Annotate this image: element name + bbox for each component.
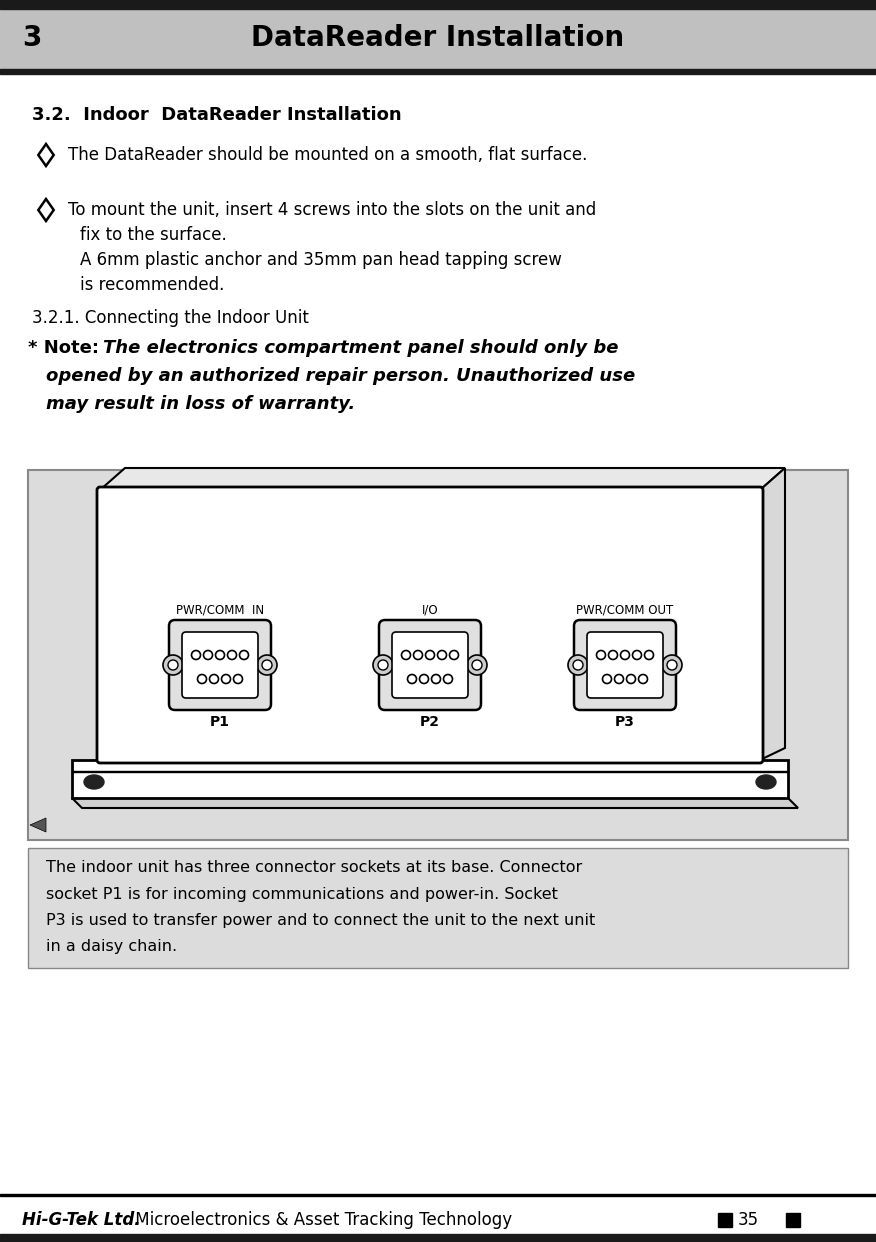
Circle shape [573,660,583,669]
Polygon shape [39,199,53,221]
Text: P3: P3 [615,715,635,729]
Text: opened by an authorized repair person. Unauthorized use: opened by an authorized repair person. U… [46,366,635,385]
Circle shape [168,660,178,669]
Circle shape [215,651,224,660]
Bar [28,469,848,840]
Circle shape [407,674,416,683]
Text: The electronics compartment panel should only be: The electronics compartment panel should… [103,339,618,356]
Text: fix to the surface.: fix to the surface. [80,226,227,243]
Bar [28,848,848,968]
Circle shape [632,651,641,660]
Polygon shape [39,144,53,166]
Circle shape [257,655,277,674]
Text: in a daisy chain.: in a daisy chain. [46,939,177,954]
Circle shape [662,655,682,674]
Circle shape [222,674,230,683]
Text: P2: P2 [420,715,440,729]
Circle shape [432,674,441,683]
Text: 3.2.  Indoor  DataReader Installation: 3.2. Indoor DataReader Installation [32,106,401,124]
Circle shape [192,651,201,660]
Circle shape [209,674,218,683]
Ellipse shape [756,775,776,789]
Text: P3 is used to transfer power and to connect the unit to the next unit: P3 is used to transfer power and to conn… [46,913,596,928]
Circle shape [378,660,388,669]
Text: A 6mm plastic anchor and 35mm pan head tapping screw: A 6mm plastic anchor and 35mm pan head t… [80,251,562,270]
Text: may result in loss of warranty.: may result in loss of warranty. [46,395,356,414]
Circle shape [401,651,411,660]
Text: DataReader Installation: DataReader Installation [251,24,625,52]
FancyBboxPatch shape [169,620,271,710]
Text: * Note:: * Note: [28,339,99,356]
Circle shape [373,655,393,674]
Text: The indoor unit has three connector sockets at its base. Connector: The indoor unit has three connector sock… [46,861,583,876]
Bar [718,1213,732,1227]
Circle shape [413,651,422,660]
FancyBboxPatch shape [97,487,763,763]
Text: The DataReader should be mounted on a smooth, flat surface.: The DataReader should be mounted on a sm… [68,147,588,164]
Text: is recommended.: is recommended. [80,276,224,294]
Circle shape [437,651,447,660]
Ellipse shape [84,775,104,789]
Text: P1: P1 [210,715,230,729]
Circle shape [603,674,611,683]
Circle shape [197,674,207,683]
Circle shape [163,655,183,674]
Circle shape [597,651,605,660]
FancyBboxPatch shape [392,632,468,698]
Circle shape [449,651,458,660]
Text: To mount the unit, insert 4 screws into the slots on the unit and: To mount the unit, insert 4 screws into … [68,201,597,219]
Polygon shape [72,760,788,799]
Polygon shape [100,468,785,491]
Bar [0,1235,876,1242]
Bar [786,1213,800,1227]
Circle shape [639,674,647,683]
Polygon shape [72,799,798,809]
Text: 3: 3 [22,24,41,52]
Circle shape [568,655,588,674]
Circle shape [667,660,677,669]
Circle shape [228,651,237,660]
Circle shape [614,674,624,683]
Bar [0,9,876,70]
Text: Microelectronics & Asset Tracking Technology: Microelectronics & Asset Tracking Techno… [130,1211,512,1230]
Polygon shape [760,468,785,760]
Circle shape [626,674,635,683]
Circle shape [443,674,453,683]
Circle shape [262,660,272,669]
Circle shape [420,674,428,683]
Circle shape [234,674,243,683]
Circle shape [472,660,482,669]
FancyBboxPatch shape [587,632,663,698]
Circle shape [426,651,434,660]
Text: 3.2.1. Connecting the Indoor Unit: 3.2.1. Connecting the Indoor Unit [32,309,309,327]
Circle shape [620,651,630,660]
FancyBboxPatch shape [182,632,258,698]
Text: PWR/COMM OUT: PWR/COMM OUT [576,604,674,616]
Text: 35: 35 [738,1211,759,1230]
Bar [0,0,876,9]
Bar [72,770,788,773]
Text: socket P1 is for incoming communications and power-in. Socket: socket P1 is for incoming communications… [46,887,558,902]
Circle shape [239,651,249,660]
FancyBboxPatch shape [379,620,481,710]
Circle shape [203,651,213,660]
Text: Hi-G-Tek Ltd.: Hi-G-Tek Ltd. [22,1211,141,1230]
Circle shape [645,651,653,660]
Text: I/O: I/O [421,604,438,616]
Text: PWR/COMM  IN: PWR/COMM IN [176,604,264,616]
Polygon shape [30,818,46,832]
Circle shape [467,655,487,674]
Circle shape [609,651,618,660]
Bar [0,70,876,75]
FancyBboxPatch shape [574,620,676,710]
Bar [0,1194,876,1196]
